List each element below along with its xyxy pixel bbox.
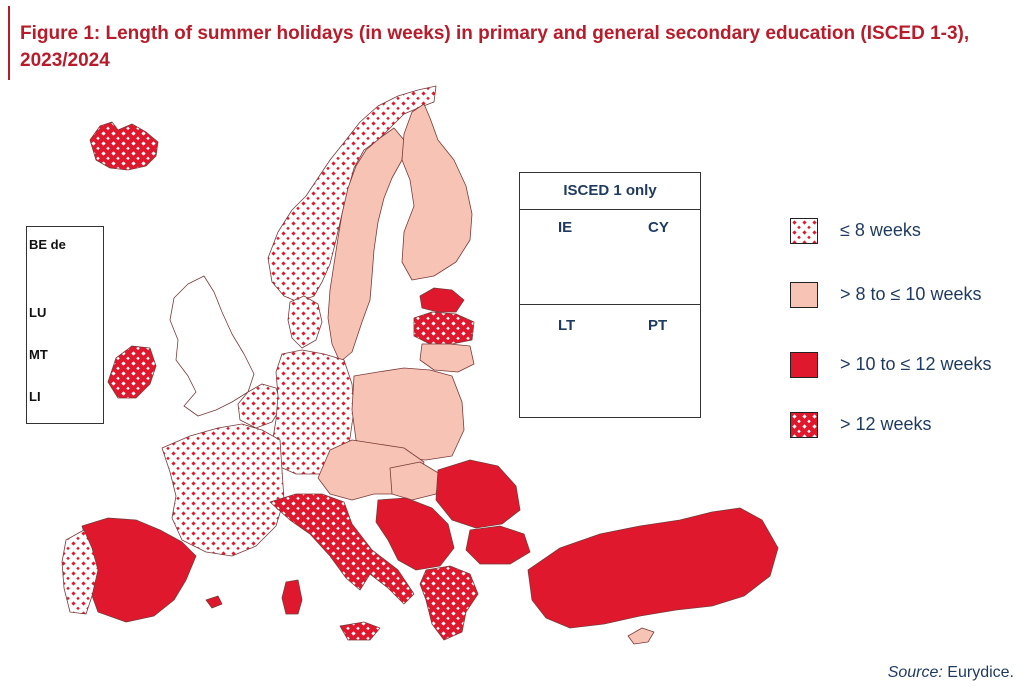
legend-item-8to10: > 8 to ≤ 10 weeks: [790, 280, 1020, 310]
country-latvia: [413, 311, 475, 345]
legend-swatch-red: [790, 352, 818, 378]
country-balkans: [375, 497, 455, 571]
country-sweden: [327, 127, 405, 363]
legend-label-le8: ≤ 8 weeks: [840, 220, 921, 240]
label-be-de: BE de: [29, 237, 66, 252]
legend-item-10to12: > 10 to ≤ 12 weeks: [790, 350, 1020, 380]
island-cyprus: [627, 627, 655, 645]
label-mt: MT: [29, 347, 48, 362]
label-li: LI: [29, 389, 41, 404]
legend-label-10to12: > 10 to ≤ 12 weeks: [840, 354, 992, 374]
country-bulgaria: [465, 525, 531, 565]
label-ie: IE: [558, 219, 573, 236]
legend-item-gt12: > 12 weeks: [790, 410, 1020, 440]
legend-label-8to10: > 8 to ≤ 10 weeks: [840, 284, 982, 304]
label-lt: LT: [558, 317, 576, 334]
label-lu: LU: [29, 305, 47, 320]
country-turkey: [527, 507, 779, 629]
legend-label-gt12: > 12 weeks: [840, 414, 932, 434]
country-greece: [419, 565, 479, 641]
country-lithuania: [419, 343, 475, 373]
island-sardinia: [281, 579, 303, 615]
title-bar: Figure 1: Length of summer holidays (in …: [8, 6, 1010, 80]
source-note: Source: Eurydice.: [888, 664, 1014, 682]
legend-swatch-pink: [790, 282, 818, 308]
country-romania: [435, 459, 521, 529]
country-france: [161, 423, 285, 557]
country-uk: [169, 275, 255, 417]
legend-swatch-redcross: [790, 412, 818, 438]
country-italy: [269, 493, 415, 605]
country-estonia: [419, 287, 465, 313]
small-countries-inset: BE de LU MT LI: [26, 226, 104, 424]
isced1-divider: [520, 304, 700, 305]
country-norway: [267, 85, 437, 303]
country-ireland: [107, 345, 157, 399]
country-portugal: [61, 529, 99, 615]
island-balearic: [205, 595, 223, 609]
country-hungary: [389, 461, 441, 501]
label-pt: PT: [648, 317, 668, 334]
legend-swatch-dots: [790, 218, 818, 244]
island-sicily: [339, 621, 381, 641]
country-benelux: [237, 383, 283, 429]
isced1-title: ISCED 1 only: [520, 173, 700, 210]
country-finland: [401, 103, 473, 281]
label-cy: CY: [648, 219, 669, 236]
source-text: Eurydice.: [947, 664, 1014, 681]
country-denmark: [287, 295, 323, 349]
country-iceland: [89, 121, 159, 171]
legend-item-le8: ≤ 8 weeks: [790, 216, 1020, 246]
isced1-inset: ISCED 1 only IE CY LT PT: [519, 172, 701, 418]
figure-title: Figure 1: Length of summer holidays (in …: [20, 23, 970, 71]
source-prefix: Source:: [887, 664, 943, 681]
